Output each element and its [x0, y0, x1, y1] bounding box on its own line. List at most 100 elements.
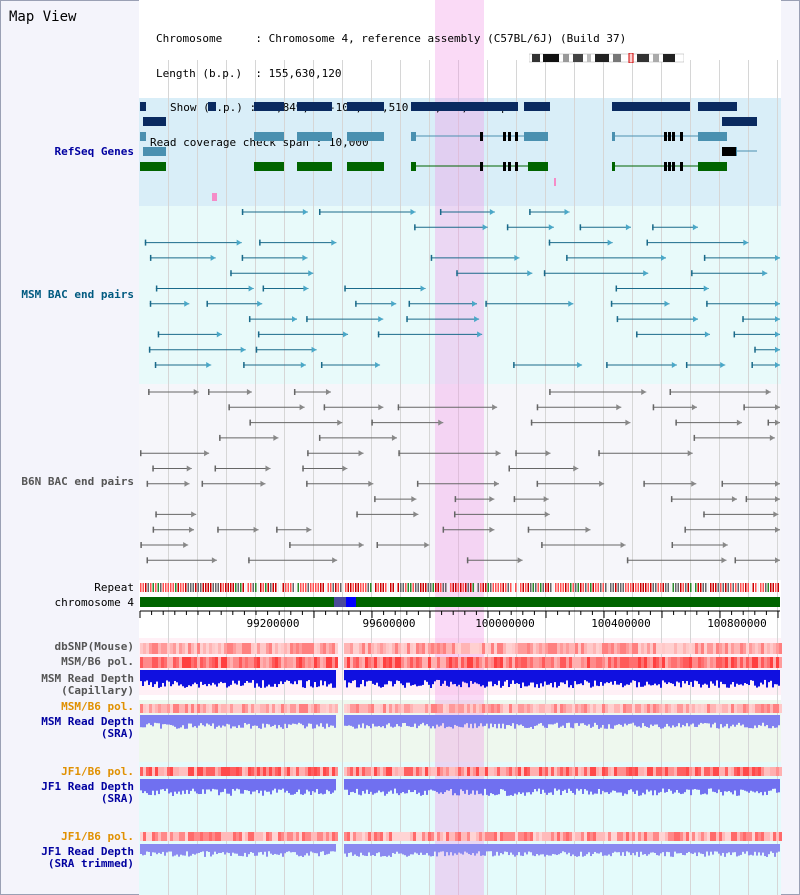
polymorphism-cell	[665, 643, 668, 654]
bac-end	[243, 362, 245, 368]
track-label-jf1-b6-pol[interactable]: JF1/B6 pol.	[61, 765, 134, 778]
polymorphism-cell	[377, 704, 380, 713]
polymorphism-cell	[458, 643, 461, 654]
depth-bar	[388, 715, 390, 724]
polymorphism-cell	[260, 767, 263, 776]
polymorphism-cell	[491, 704, 494, 713]
bac-end	[144, 239, 147, 246]
polymorphism-cell	[242, 832, 245, 841]
polymorphism-cell	[578, 832, 581, 841]
polymorphism-cell	[755, 832, 758, 841]
polymorphism-cell	[551, 832, 554, 841]
polymorphism-cell	[242, 643, 245, 654]
polymorphism-cell	[614, 657, 617, 668]
polymorphism-cell	[377, 643, 380, 654]
depth-bar	[204, 844, 206, 857]
bac-end	[193, 389, 199, 395]
repeat-segment	[732, 583, 734, 592]
polymorphism-cell	[587, 832, 590, 841]
polymorphism-cell	[242, 767, 245, 776]
depth-bar	[686, 844, 688, 854]
polymorphism-cell	[470, 832, 473, 841]
track-label-msm-depth-sra[interactable]: MSM Read Depth (SRA)	[0, 716, 134, 740]
polymorphism-cell	[644, 832, 647, 841]
bac-end	[514, 254, 520, 261]
depth-bar	[526, 779, 528, 793]
depth-bar	[216, 844, 218, 855]
repeat-segment	[235, 583, 237, 592]
polymorphism-cell	[608, 767, 611, 776]
depth-bar	[438, 715, 440, 727]
depth-bar	[708, 844, 710, 856]
depth-bar	[348, 715, 350, 726]
track-label-jf1-b6-pol-2[interactable]: JF1/B6 pol.	[61, 830, 134, 843]
track-label-jf1-depth-sra[interactable]: JF1 Read Depth (SRA)	[0, 781, 134, 805]
depth-bar	[292, 715, 294, 724]
depth-bar	[432, 715, 434, 727]
gene-exon	[347, 132, 384, 141]
repeat-segment	[177, 583, 179, 592]
depth-bar	[626, 779, 628, 795]
polymorphism-cell	[641, 657, 644, 668]
polymorphism-cell	[605, 767, 608, 776]
depth-bar	[492, 844, 494, 857]
depth-bar	[162, 670, 164, 683]
depth-bar	[476, 670, 478, 684]
depth-bar	[400, 844, 402, 854]
track-label-refseq[interactable]: RefSeq Genes	[54, 145, 134, 158]
bac-end	[211, 557, 217, 564]
depth-bar	[650, 844, 652, 853]
depth-bar	[772, 670, 774, 688]
track-label-jf1-depth-trim[interactable]: JF1 Read Depth (SRA trimmed)	[0, 846, 134, 870]
chromosome-idiogram[interactable]	[529, 53, 684, 63]
depth-bar	[554, 844, 556, 855]
polymorphism-cell	[287, 767, 290, 776]
depth-bar	[762, 670, 764, 685]
polymorphism-cell	[422, 767, 425, 776]
polymorphism-cell	[236, 832, 239, 841]
track-label-dbsnp[interactable]: dbSNP(Mouse)	[54, 640, 134, 653]
polymorphism-cell	[245, 704, 248, 713]
polymorphism-cell	[398, 657, 401, 668]
polymorphism-cell	[197, 767, 200, 776]
depth-bar	[178, 670, 180, 686]
depth-bar	[514, 779, 516, 794]
repeat-segment	[750, 583, 752, 592]
repeat-segment	[507, 583, 509, 592]
depth-bar	[760, 844, 762, 856]
depth-bar	[482, 844, 484, 856]
depth-bar	[164, 844, 166, 856]
track-label-msm-bac[interactable]: MSM BAC end pairs	[21, 288, 134, 301]
depth-bar	[314, 844, 316, 854]
polymorphism-cell	[485, 832, 488, 841]
polymorphism-cell	[449, 832, 452, 841]
track-label-msm-depth-cap[interactable]: MSM Read Depth (Capillary)	[0, 673, 134, 697]
depth-bar	[458, 670, 460, 685]
polymorphism-cell	[245, 657, 248, 668]
repeat-segment	[265, 583, 267, 592]
polymorphism-cell	[515, 643, 518, 654]
depth-bar	[304, 670, 306, 688]
track-label-b6n-bac[interactable]: B6N BAC end pairs	[21, 475, 134, 488]
polymorphism-cell	[284, 832, 287, 841]
depth-bar	[532, 670, 534, 683]
depth-bar	[204, 670, 206, 685]
repeat-segment	[755, 583, 757, 592]
depth-bar	[452, 670, 454, 685]
polymorphism-cell	[566, 643, 569, 654]
track-label-msm-b6-pol-2[interactable]: MSM/B6 pol.	[61, 700, 134, 713]
depth-bar	[536, 779, 538, 792]
bac-end	[438, 419, 444, 426]
track-label-msm-b6-pol[interactable]: MSM/B6 pol.	[61, 655, 134, 668]
polymorphism-cell	[725, 643, 728, 654]
depth-bar	[632, 670, 634, 681]
depth-bar	[770, 844, 772, 852]
polymorphism-cell	[737, 704, 740, 713]
polymorphism-cell	[638, 704, 641, 713]
selected-region-highlight[interactable]	[435, 0, 484, 895]
repeat-segment	[720, 583, 722, 592]
polymorphism-cell	[596, 657, 599, 668]
polymorphism-cell	[197, 657, 200, 668]
repeat-segment	[395, 583, 397, 592]
